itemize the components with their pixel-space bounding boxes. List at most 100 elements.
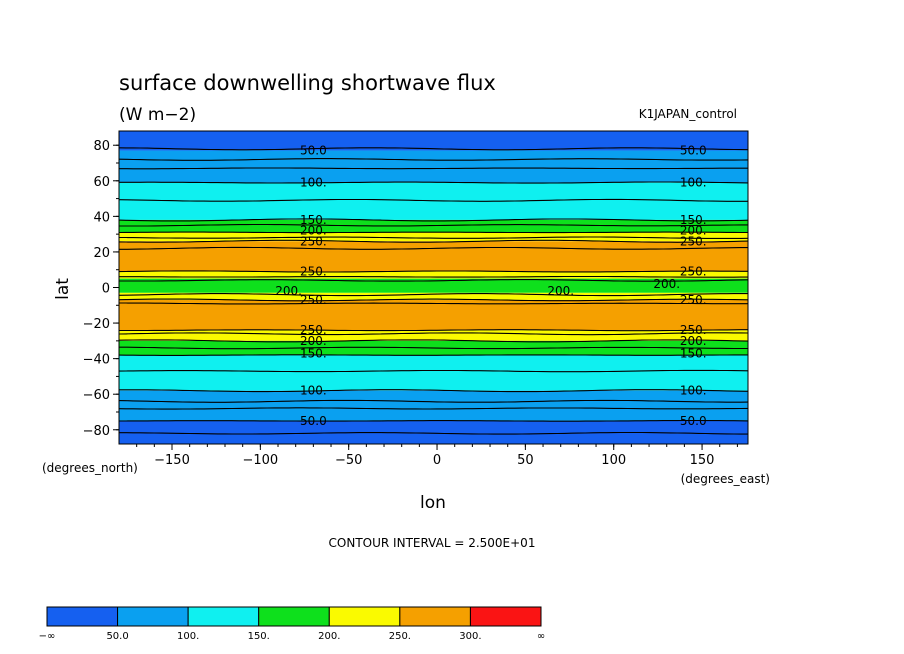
- y-tick-label: −80: [83, 424, 110, 439]
- band-region: [119, 232, 748, 242]
- y-tick-label: 60: [93, 175, 110, 190]
- x-tick-label: −50: [335, 453, 362, 468]
- x-units-label: (degrees_east): [681, 472, 770, 486]
- contour-label: 200.: [275, 284, 302, 298]
- contour-label: 200.: [653, 277, 680, 291]
- chart-title: surface downwelling shortwave flux: [119, 71, 496, 95]
- contour-label: 100.: [680, 176, 707, 190]
- contour-line: [118, 198, 748, 202]
- contour-label: 250.: [300, 323, 327, 337]
- colorbar-swatch: [46, 606, 119, 627]
- contour-line: [118, 369, 749, 373]
- colorbar-swatch: [469, 606, 542, 627]
- contour-label: 50.0: [300, 414, 327, 428]
- contour-label: 150.: [300, 213, 327, 227]
- contour-line: [118, 332, 749, 336]
- band-region: [119, 355, 748, 391]
- colorbar-label: 300.: [459, 631, 481, 642]
- x-tick-label: 100: [601, 453, 626, 468]
- contour-label: 250.: [300, 293, 327, 307]
- contour-line: [118, 298, 749, 302]
- contour-line: [119, 246, 748, 250]
- band-region: [119, 241, 748, 272]
- contour-label: 50.0: [300, 144, 327, 158]
- contour-label: 50.0: [680, 414, 707, 428]
- contour-line: [118, 270, 748, 273]
- contour-label: 150.: [680, 213, 707, 227]
- y-tick-label: 0: [102, 282, 110, 297]
- contour-line: [119, 302, 748, 305]
- colorbar-swatch: [187, 606, 260, 627]
- contour-label: 250.: [300, 264, 327, 278]
- contour-label: 200.: [680, 334, 707, 348]
- colorbar-label: −∞: [39, 631, 56, 642]
- x-tick-label: 0: [433, 453, 441, 468]
- contour-line: [119, 389, 749, 393]
- y-units-label: (degrees_north): [42, 461, 138, 475]
- contour-line: [118, 407, 749, 410]
- contour-label: 100.: [300, 176, 327, 190]
- y-tick-label: −40: [83, 353, 110, 368]
- band-region: [119, 390, 748, 421]
- band-region: [119, 299, 748, 331]
- chart-units: (W m−2): [119, 105, 196, 125]
- band-region: [119, 330, 748, 341]
- colorbar-label: 100.: [177, 631, 199, 642]
- x-tick-label: −150: [154, 453, 190, 468]
- contour-label: 150.: [680, 346, 707, 360]
- colorbar: −∞ 50.0 100. 150. 200. 250. 300. ∞: [39, 606, 545, 642]
- contour-label: 100.: [300, 384, 327, 398]
- contour-line: [118, 218, 749, 222]
- colorbar-swatch: [328, 606, 401, 627]
- x-axis: −150 −100 −50 0 50 100 150: [136, 444, 738, 468]
- contour-label: 250.: [680, 323, 707, 337]
- contour-label: 200.: [680, 224, 707, 238]
- contour-label: 100.: [680, 384, 707, 398]
- band-region: [119, 420, 748, 444]
- contour-line: [118, 399, 749, 403]
- contour-line: [118, 293, 748, 297]
- x-axis-label: lon: [420, 493, 446, 513]
- contour-line: [119, 236, 749, 239]
- contour-label: 250.: [680, 264, 707, 278]
- x-tick-label: −100: [242, 453, 278, 468]
- colorbar-swatch: [117, 606, 189, 627]
- contour-line: [118, 339, 749, 343]
- band-region: [119, 271, 748, 279]
- x-tick-label: 150: [690, 453, 715, 468]
- colorbar-label: 250.: [389, 631, 411, 642]
- contour-label: 200.: [300, 224, 327, 238]
- band-region: [119, 292, 748, 300]
- contour-label: 200.: [547, 284, 574, 298]
- contour-line: [119, 223, 748, 227]
- contour-lines: [118, 147, 749, 435]
- colorbar-label: 150.: [248, 631, 270, 642]
- contour-label: 50.0: [680, 144, 707, 158]
- y-axis-label: lat: [53, 278, 73, 300]
- contour-line: [118, 354, 748, 356]
- contour-line: [118, 147, 749, 151]
- contour-line: [119, 167, 748, 170]
- contour-label: 250.: [300, 234, 327, 248]
- contour-line: [119, 279, 749, 282]
- contour-label: 250.: [680, 234, 707, 248]
- x-tick-label: 50: [517, 453, 534, 468]
- contour-line: [118, 158, 749, 161]
- band-region: [119, 278, 748, 293]
- contour-line: [119, 329, 748, 332]
- colorbar-label: 50.0: [106, 631, 128, 642]
- band-region: [119, 219, 748, 233]
- y-tick-label: 40: [93, 210, 110, 225]
- contour-label: 250.: [680, 293, 707, 307]
- y-tick-label: −60: [83, 388, 110, 403]
- contour-line: [119, 419, 749, 422]
- contour-label: 150.: [300, 346, 327, 360]
- y-tick-label: 80: [93, 139, 110, 154]
- contour-line: [118, 239, 749, 243]
- contour-line: [119, 431, 748, 435]
- colorbar-swatch: [399, 606, 471, 627]
- y-axis: 80 60 40 20 0 −20 −40 −60 −80: [83, 139, 119, 439]
- colorbar-swatch: [258, 606, 330, 627]
